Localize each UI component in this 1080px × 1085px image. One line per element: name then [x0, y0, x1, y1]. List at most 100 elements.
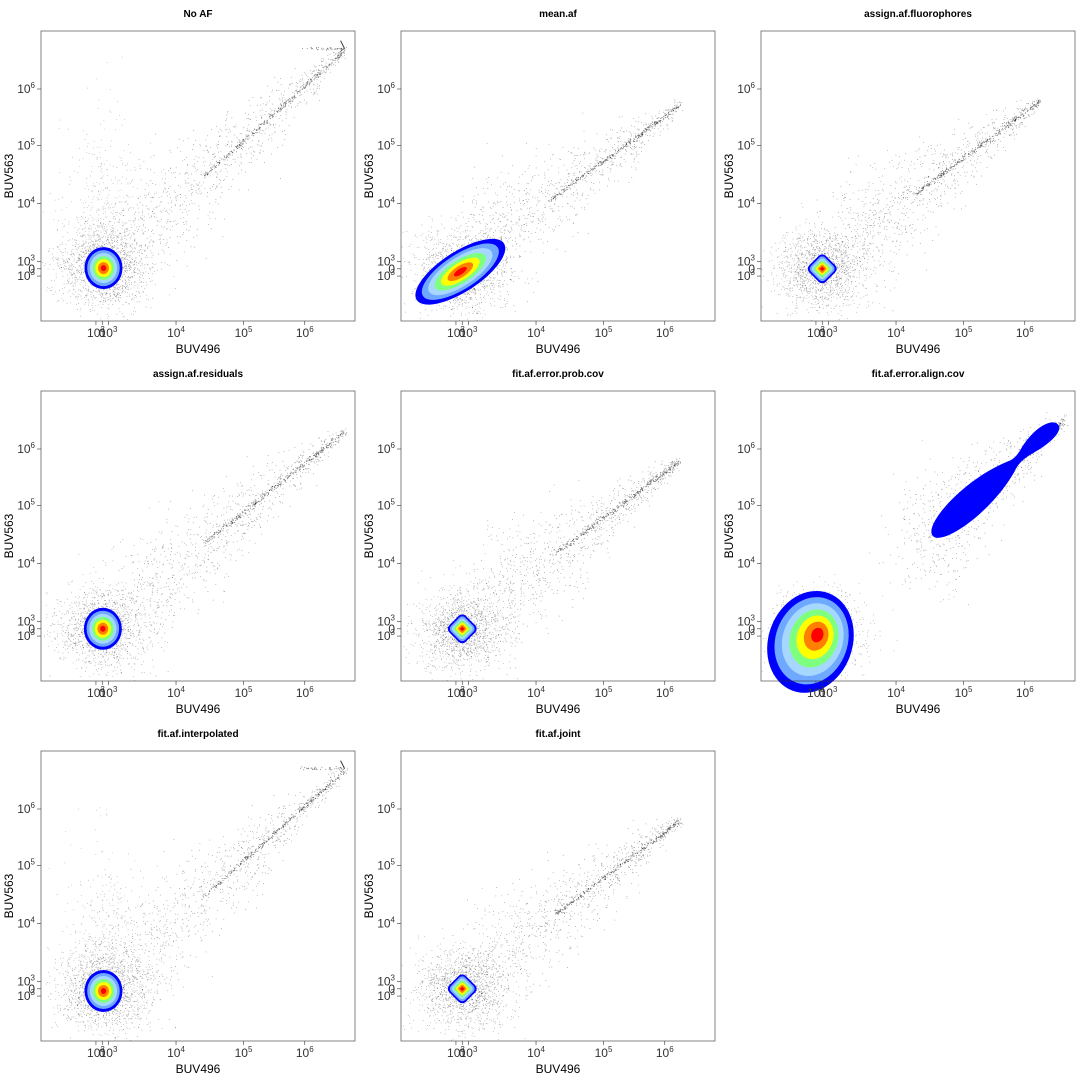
scatter-point [119, 220, 120, 221]
scatter-point [280, 178, 281, 179]
scatter-point [93, 233, 94, 234]
scatter-point [409, 246, 410, 247]
scatter-point [239, 165, 240, 166]
scatter-point [451, 250, 452, 251]
scatter-point [191, 187, 192, 188]
scatter-point [122, 177, 123, 178]
scatter-point [82, 298, 83, 299]
scatter-point [204, 165, 205, 166]
scatter-point [210, 175, 211, 176]
scatter-point [308, 81, 309, 82]
scatter-point [468, 243, 469, 244]
scatter-point [422, 225, 423, 226]
scatter-point [263, 151, 264, 152]
scatter-point [127, 204, 128, 205]
scatter-point [661, 126, 662, 127]
scatter-point [432, 263, 433, 264]
scatter-point [71, 263, 72, 264]
scatter-point [117, 236, 118, 237]
scatter-point [263, 103, 264, 104]
scatter-point [205, 139, 206, 140]
scatter-point [590, 188, 591, 189]
scatter-point [184, 201, 185, 202]
scatter-point [221, 159, 222, 160]
scatter-point [201, 171, 202, 172]
scatter-point [82, 234, 83, 235]
scatter-point [198, 206, 199, 207]
scatter-point [152, 241, 153, 242]
scatter-point [96, 220, 97, 221]
scatter-point [629, 131, 630, 132]
scatter-point [68, 262, 69, 263]
scatter-point [461, 315, 462, 316]
scatter-point [396, 267, 397, 268]
scatter-point [530, 216, 531, 217]
scatter-point [85, 236, 86, 237]
scatter-point [127, 235, 128, 236]
scatter-point [521, 227, 522, 228]
scatter-point [460, 236, 461, 237]
scatter-point [523, 205, 524, 206]
scatter-point [229, 129, 230, 130]
scatter-point [99, 227, 100, 228]
scatter-point [563, 147, 564, 148]
scatter-point [103, 297, 104, 298]
scatter-point [478, 240, 479, 241]
scatter-point [597, 156, 598, 157]
scatter-point [453, 237, 454, 238]
scatter-point [123, 208, 124, 209]
scatter-point [147, 247, 148, 248]
scatter-point [274, 77, 275, 78]
scatter-point [160, 235, 161, 236]
scatter-point [58, 247, 59, 248]
scatter-point [195, 140, 196, 141]
scatter-point [454, 299, 455, 300]
scatter-point [493, 235, 494, 236]
scatter-point [60, 244, 61, 245]
scatter-point [485, 283, 486, 284]
scatter-point [92, 220, 93, 221]
scatter-point [545, 204, 546, 205]
scatter-point [490, 288, 491, 289]
scatter-point [125, 202, 126, 203]
scatter-point [233, 159, 234, 160]
scatter-point [115, 300, 116, 301]
scatter-point [235, 146, 236, 147]
scatter-point [215, 218, 216, 219]
scatter-point [462, 303, 463, 304]
scatter-point [477, 304, 478, 305]
scatter-point [286, 118, 287, 119]
scatter-point [494, 238, 495, 239]
scatter-point [94, 244, 95, 245]
scatter-point [93, 295, 94, 296]
scatter-point [70, 177, 71, 178]
scatter-point [161, 234, 162, 235]
scatter-point [270, 116, 271, 117]
scatter-point [180, 237, 181, 238]
scatter-point [559, 182, 560, 183]
scatter-point [402, 277, 403, 278]
scatter-point [62, 223, 63, 224]
scatter-point [486, 232, 487, 233]
scatter-point [106, 243, 107, 244]
scatter-point [535, 198, 536, 199]
scatter-point [121, 190, 122, 191]
scatter-point [464, 302, 465, 303]
scatter-point [64, 287, 65, 288]
scatter-point [108, 195, 109, 196]
scatter-point [195, 156, 196, 157]
scatter-point [264, 121, 265, 122]
scatter-point [186, 157, 187, 158]
scatter-point [331, 49, 332, 50]
scatter-point [463, 293, 464, 294]
scatter-point [253, 112, 254, 113]
scatter-point [115, 212, 116, 213]
scatter-point [128, 266, 129, 267]
scatter-point [247, 135, 248, 136]
scatter-point [115, 178, 116, 179]
scatter-point [116, 252, 117, 253]
scatter-point [269, 135, 270, 136]
scatter-point [102, 225, 103, 226]
scatter-point [600, 174, 601, 175]
scatter-point [294, 117, 295, 118]
